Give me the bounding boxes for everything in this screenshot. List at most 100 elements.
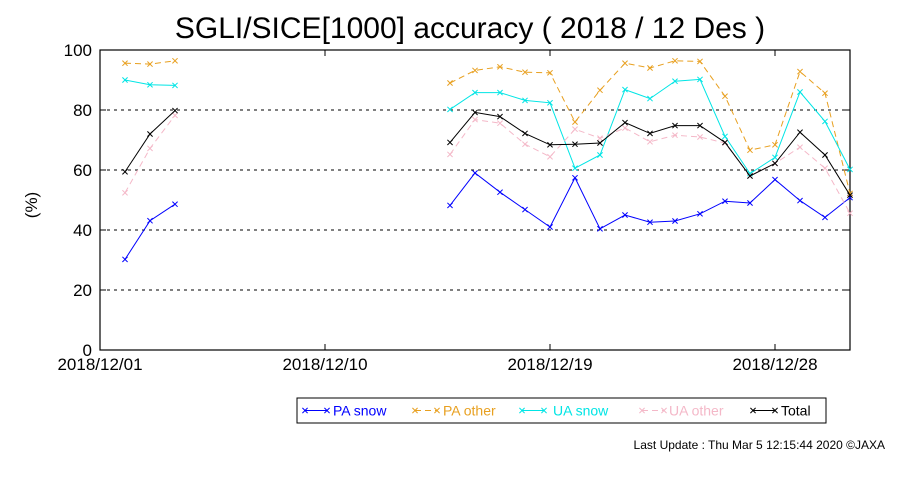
data-point-ua-snow: [722, 133, 728, 140]
series-ua-other: [122, 112, 853, 217]
data-point-pa-other: [597, 87, 603, 94]
data-point-total: [172, 107, 178, 114]
data-point-ua-snow: [822, 118, 828, 125]
data-point-ua-snow: [472, 89, 478, 96]
data-point-ua-other: [697, 134, 703, 140]
data-point-pa-other: [472, 67, 478, 74]
series-total: [122, 107, 853, 199]
data-point-pa-other: [747, 147, 753, 154]
data-point-ua-snow: [172, 82, 178, 89]
x-tick-label: 2018/12/19: [507, 355, 592, 374]
data-point-ua-snow: [622, 86, 628, 93]
x-tick-label: 2018/12/01: [57, 355, 142, 374]
series-line-pa-other: [449, 60, 851, 194]
data-point-pa-other: [822, 90, 828, 97]
data-point-pa-other: [147, 61, 153, 68]
data-point-ua-snow: [497, 89, 503, 96]
series-line-pa-snow: [124, 203, 176, 260]
data-point-ua-other: [597, 135, 603, 142]
series-pa-other: [122, 57, 853, 197]
data-point-pa-snow: [747, 200, 753, 206]
series-line-pa-snow: [449, 172, 851, 230]
data-point-pa-snow: [572, 174, 578, 181]
data-point-ua-snow: [122, 77, 128, 83]
legend-marker-total: [772, 407, 778, 414]
data-point-ua-snow: [847, 166, 853, 173]
data-point-pa-snow: [597, 225, 603, 232]
legend-marker-ua-snow: [541, 407, 547, 414]
data-point-pa-snow: [847, 194, 853, 201]
x-tick-label: 2018/12/28: [732, 355, 817, 374]
data-point-total: [822, 152, 828, 158]
data-point-ua-snow: [522, 97, 528, 104]
x-tick-label: 2018/12/10: [282, 355, 367, 374]
legend: PA snow PA other UA snow UA other Total: [296, 397, 827, 424]
data-point-ua-other: [622, 125, 628, 131]
data-point-pa-other: [572, 119, 578, 125]
data-point-pa-snow: [772, 176, 778, 183]
data-point-ua-other: [522, 141, 528, 148]
data-point-pa-other: [522, 69, 528, 76]
data-point-ua-other: [797, 144, 803, 151]
y-tick-label: 100: [64, 41, 92, 60]
data-point-ua-snow: [772, 154, 778, 161]
y-axis-label: (%): [22, 192, 41, 218]
last-update-text: Last Update : Thu Mar 5 12:15:44 2020 ©J…: [634, 438, 885, 452]
data-point-total: [697, 122, 703, 129]
data-point-ua-other: [647, 138, 653, 145]
data-point-total: [622, 119, 628, 126]
data-point-total: [472, 109, 478, 116]
data-point-pa-snow: [647, 219, 653, 226]
data-point-total: [522, 130, 528, 137]
data-point-total: [672, 122, 678, 129]
series-ua-snow: [122, 76, 853, 177]
data-point-ua-other: [172, 112, 178, 119]
legend-box: [296, 397, 827, 424]
data-point-pa-snow: [722, 198, 728, 205]
y-tick-label: 80: [73, 101, 92, 120]
data-point-pa-snow: [172, 201, 178, 208]
data-point-ua-snow: [697, 76, 703, 83]
data-point-pa-snow: [122, 256, 128, 263]
data-point-pa-other: [497, 63, 503, 70]
series-line-total: [124, 110, 176, 173]
legend-marker-pa-other: [412, 407, 418, 414]
data-point-pa-other: [722, 93, 728, 100]
data-point-pa-snow: [547, 224, 553, 230]
data-point-ua-snow: [547, 99, 553, 106]
data-point-total: [497, 113, 503, 120]
data-point-total: [572, 141, 578, 148]
legend-marker-pa-snow: [324, 407, 330, 414]
data-point-pa-snow: [147, 217, 153, 224]
data-point-ua-snow: [672, 78, 678, 85]
data-point-ua-other: [572, 126, 578, 133]
data-point-total: [122, 168, 128, 175]
data-point-pa-other: [772, 141, 778, 148]
legend-marker-ua-other: [639, 407, 645, 414]
data-point-total: [847, 192, 853, 199]
legend-label-pa-snow: PA snow: [333, 403, 387, 419]
data-point-ua-other: [847, 210, 853, 217]
series-line-ua-other: [449, 119, 851, 214]
data-point-pa-snow: [622, 212, 628, 218]
data-point-ua-snow: [647, 95, 653, 102]
legend-marker-pa-other: [434, 407, 440, 414]
data-point-ua-other: [672, 132, 678, 139]
data-point-total: [647, 130, 653, 137]
data-point-ua-other: [822, 165, 828, 172]
data-point-pa-other: [122, 60, 128, 67]
data-point-ua-other: [122, 189, 128, 196]
data-point-ua-snow: [597, 152, 603, 158]
data-point-ua-other: [147, 145, 153, 152]
data-point-total: [772, 160, 778, 167]
data-point-ua-other: [472, 116, 478, 123]
data-point-pa-other: [672, 57, 678, 64]
data-series: [122, 57, 853, 263]
legend-label-ua-other: UA other: [669, 403, 724, 419]
plot-frame: [99, 49, 851, 351]
data-point-pa-other: [697, 58, 703, 65]
data-point-pa-other: [797, 68, 803, 75]
data-point-ua-snow: [797, 89, 803, 95]
data-point-ua-other: [447, 151, 453, 158]
data-point-pa-snow: [522, 206, 528, 213]
